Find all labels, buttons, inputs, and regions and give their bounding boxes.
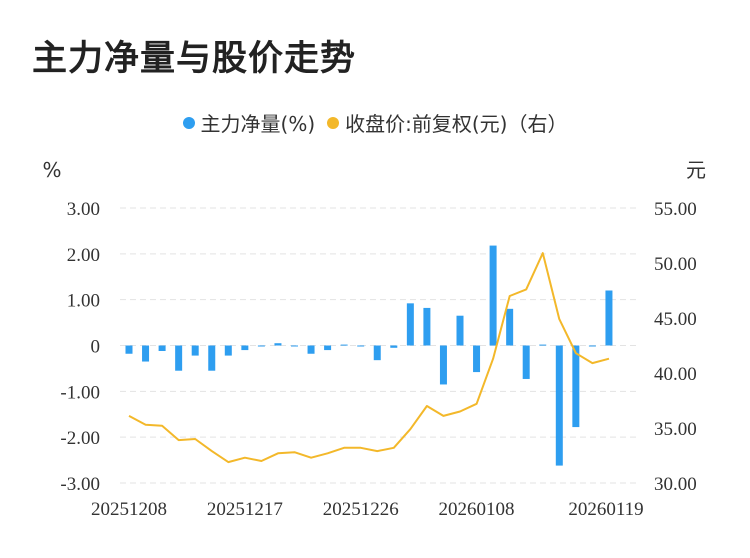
price-point[interactable]	[458, 409, 463, 414]
left-tick-label: 3.00	[67, 199, 100, 220]
price-point[interactable]	[127, 413, 132, 418]
price-point[interactable]	[160, 423, 165, 428]
bar[interactable]	[439, 345, 447, 385]
bar[interactable]	[390, 345, 398, 348]
price-point[interactable]	[408, 427, 413, 432]
x-tick-label: 20251217	[207, 499, 283, 520]
bar[interactable]	[357, 345, 365, 347]
right-tick-label: 45.00	[654, 309, 697, 330]
right-axis-unit: 元	[686, 158, 706, 182]
right-tick-label: 55.00	[654, 199, 697, 220]
bar[interactable]	[257, 345, 265, 347]
bar[interactable]	[605, 290, 613, 346]
x-tick-label: 20260119	[568, 499, 643, 520]
bar[interactable]	[539, 344, 547, 346]
left-tick-label: 1.00	[67, 291, 100, 312]
price-point[interactable]	[342, 445, 347, 450]
left-axis-unit: %	[42, 158, 61, 182]
left-tick-label: 0	[91, 337, 101, 358]
bar[interactable]	[588, 345, 596, 347]
bar[interactable]	[506, 308, 514, 346]
price-point[interactable]	[358, 445, 363, 450]
price-point[interactable]	[325, 451, 330, 456]
price-point[interactable]	[441, 413, 446, 418]
price-point[interactable]	[391, 445, 396, 450]
bar[interactable]	[191, 345, 199, 356]
bar[interactable]	[572, 345, 580, 428]
x-tick-label: 20260108	[439, 499, 515, 520]
right-tick-label: 35.00	[654, 419, 697, 440]
price-point[interactable]	[226, 460, 231, 465]
bar[interactable]	[125, 345, 133, 354]
line-series	[127, 251, 611, 465]
grid-lines	[120, 207, 638, 484]
bar[interactable]	[489, 245, 497, 346]
legend-bar-dot-icon	[182, 116, 195, 129]
price-point[interactable]	[424, 404, 429, 409]
bar[interactable]	[241, 345, 249, 351]
price-point[interactable]	[193, 437, 198, 442]
bar[interactable]	[291, 345, 298, 347]
legend-label-price: 收盘价:前复权(元)（右）	[345, 112, 568, 136]
price-point[interactable]	[557, 317, 562, 322]
bar[interactable]	[208, 345, 216, 371]
bar[interactable]	[522, 345, 530, 379]
right-tick-label: 40.00	[654, 364, 697, 385]
legend-line-dot-icon	[327, 116, 340, 129]
price-point[interactable]	[143, 422, 148, 427]
bar[interactable]	[142, 345, 150, 362]
bar[interactable]	[324, 345, 332, 351]
price-point[interactable]	[259, 459, 264, 464]
bar[interactable]	[340, 344, 348, 346]
price-point[interactable]	[524, 287, 529, 292]
x-tick-label: 20251208	[91, 499, 167, 520]
price-point[interactable]	[606, 356, 611, 361]
bar[interactable]	[274, 343, 282, 346]
price-point[interactable]	[375, 449, 380, 454]
bar[interactable]	[406, 303, 414, 346]
price-point[interactable]	[590, 361, 595, 366]
price-point[interactable]	[491, 356, 496, 361]
left-tick-label: -3.00	[60, 474, 100, 495]
legend-label-main: 主力净量(%)	[200, 112, 316, 136]
price-point[interactable]	[176, 438, 181, 443]
bar[interactable]	[224, 345, 232, 356]
price-line[interactable]	[128, 252, 610, 464]
price-point[interactable]	[573, 351, 578, 356]
bar[interactable]	[307, 345, 315, 354]
x-axis-ticks: 20251208 20251217 20251226 20260108 20260119	[91, 499, 644, 520]
left-axis-ticks: 3.00 2.00 1.00 0 -1.00 -2.00 -3.00	[60, 199, 100, 495]
price-point[interactable]	[242, 455, 247, 460]
bar[interactable]	[473, 345, 481, 373]
bar[interactable]	[423, 307, 431, 346]
bar[interactable]	[175, 345, 183, 371]
left-tick-label: -2.00	[60, 428, 100, 449]
bar[interactable]	[158, 345, 166, 352]
bar[interactable]	[456, 315, 464, 346]
legend-item-price[interactable]: 收盘价:前复权(元)（右）	[327, 108, 567, 137]
price-point[interactable]	[507, 294, 512, 299]
bar-series	[125, 245, 613, 466]
bar[interactable]	[555, 345, 563, 466]
price-point[interactable]	[209, 449, 214, 454]
chart-title: 主力净量与股价走势	[32, 39, 357, 79]
x-tick-label: 20251226	[323, 499, 399, 520]
right-tick-label: 30.00	[654, 474, 697, 495]
price-point[interactable]	[540, 251, 545, 256]
price-point[interactable]	[292, 450, 297, 455]
right-axis-ticks: 55.00 50.00 45.00 40.00 35.00 30.00	[654, 199, 697, 495]
price-point[interactable]	[309, 455, 314, 460]
left-tick-label: -1.00	[60, 382, 100, 403]
price-point[interactable]	[275, 451, 280, 456]
price-point[interactable]	[474, 401, 479, 406]
bar[interactable]	[373, 345, 381, 361]
legend: 主力净量(%) 收盘价:前复权(元)（右）	[0, 108, 750, 137]
legend-item-main[interactable]: 主力净量(%)	[182, 108, 316, 137]
right-tick-label: 50.00	[654, 254, 697, 275]
left-tick-label: 2.00	[67, 245, 100, 266]
